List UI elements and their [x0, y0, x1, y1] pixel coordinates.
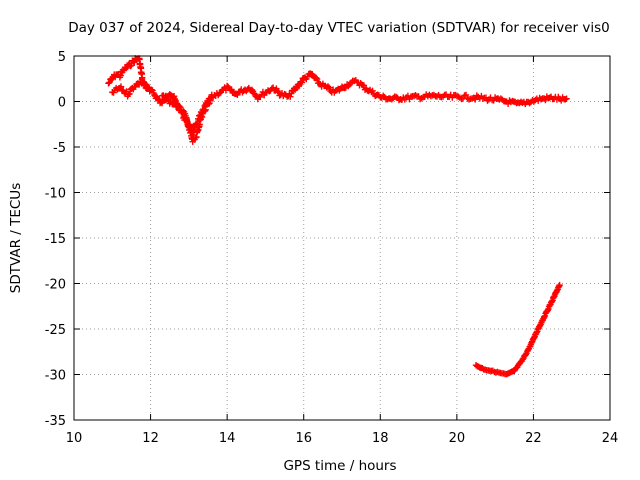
y-tick-label: -25	[45, 323, 66, 338]
x-tick-label: 12	[142, 431, 159, 446]
axis-ticks: 10 12 14 16 18 20 22 24 5 0 -5 -10 -15 -20 -25 -30 -35	[45, 50, 619, 446]
y-tick-label: 0	[58, 96, 66, 111]
chart-title: Day 037 of 2024, Sidereal Day-to-day VTE…	[68, 20, 610, 36]
x-axis-label: GPS time / hours	[283, 458, 396, 474]
y-tick-label: -20	[45, 278, 66, 293]
y-tick-label: -5	[53, 141, 66, 156]
x-tick-label: 16	[295, 431, 312, 446]
y-tick-label: -35	[45, 414, 66, 429]
y-tick-label: -30	[45, 369, 66, 384]
x-tick-label: 20	[449, 431, 466, 446]
y-tick-label: 5	[58, 50, 66, 65]
y-tick-label: -15	[45, 232, 66, 247]
x-tick-label: 22	[525, 431, 542, 446]
x-tick-label: 14	[219, 431, 236, 446]
grid-lines	[74, 56, 610, 420]
x-tick-label: 10	[66, 431, 83, 446]
x-tick-label: 18	[372, 431, 389, 446]
data-marks	[105, 55, 570, 378]
y-axis-label: SDTVAR / TECUs	[8, 183, 24, 293]
y-tick-label: -10	[45, 187, 66, 202]
sdtvar-markers	[105, 55, 570, 378]
x-tick-label: 24	[602, 431, 619, 446]
